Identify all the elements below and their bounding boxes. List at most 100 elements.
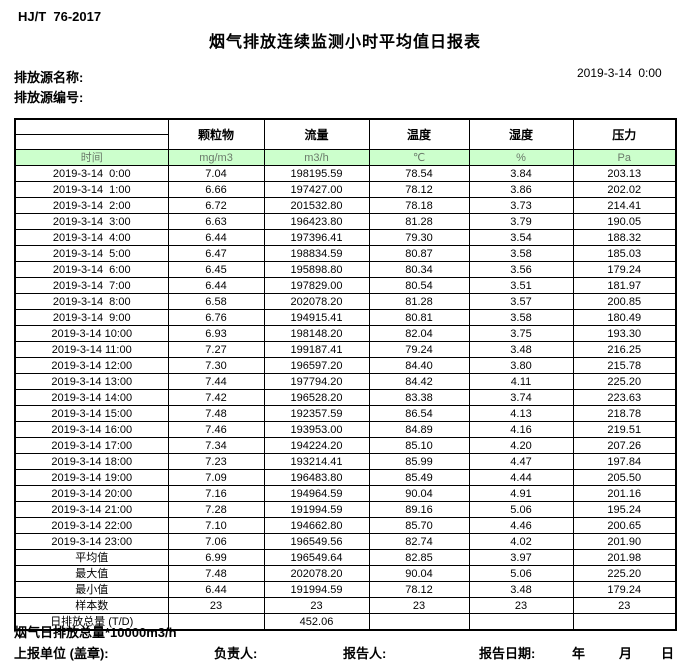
table-row: 2019-3-14 23:00 7.06 196549.56 82.74 4.02 201…	[14, 533, 677, 550]
value-cell: 194224.20	[263, 437, 370, 454]
value-cell: 7.48	[167, 405, 265, 422]
value-cell: 219.51	[572, 421, 677, 438]
value-cell: 3.57	[468, 293, 574, 310]
value-cell: 5.06	[468, 565, 574, 582]
value-cell: 7.44	[167, 373, 265, 390]
table-row: 2019-3-14 22:00 7.10 194662.80 85.70 4.46 200…	[14, 517, 677, 534]
table-row: 2019-3-14 4:00 6.44 197396.41 79.30 3.54 188.…	[14, 229, 677, 246]
value-cell: 80.81	[368, 309, 470, 326]
value-cell: 216.25	[572, 341, 677, 358]
value-cell: 78.18	[368, 197, 470, 214]
value-cell: 193214.41	[263, 453, 370, 470]
value-cell	[572, 613, 677, 631]
time-cell: 2019-3-14 2:00	[14, 197, 169, 214]
value-cell: 181.97	[572, 277, 677, 294]
value-cell: 188.32	[572, 229, 677, 246]
column-header: 流量	[263, 118, 370, 150]
value-cell: 4.44	[468, 469, 574, 486]
value-cell: 215.78	[572, 357, 677, 374]
column-header: 压力	[572, 118, 677, 150]
value-cell: 194662.80	[263, 517, 370, 534]
table-row: 2019-3-14 5:00 6.47 198834.59 80.87 3.58 185.…	[14, 245, 677, 262]
value-cell: 85.49	[368, 469, 470, 486]
value-cell: 90.04	[368, 485, 470, 502]
value-cell: 6.72	[167, 197, 265, 214]
value-cell: 452.06	[263, 613, 370, 631]
value-cell: 3.74	[468, 389, 574, 406]
value-cell: 7.06	[167, 533, 265, 550]
value-cell: 86.54	[368, 405, 470, 422]
value-cell: 194964.59	[263, 485, 370, 502]
table-row: 2019-3-14 7:00 6.44 197829.00 80.54 3.51 181.…	[14, 277, 677, 294]
table-row: 2019-3-14 17:00 7.34 194224.20 85.10 4.20 207…	[14, 437, 677, 454]
source-code-label: 排放源编号:	[14, 90, 84, 105]
time-cell: 2019-3-14 19:00	[14, 469, 169, 486]
value-cell: 7.04	[167, 165, 265, 182]
value-cell: 201532.80	[263, 197, 370, 214]
column-header: 温度	[368, 118, 470, 150]
value-cell: 7.34	[167, 437, 265, 454]
value-cell: 198195.59	[263, 165, 370, 182]
value-cell: 190.05	[572, 213, 677, 230]
value-cell: 7.27	[167, 341, 265, 358]
table-row: 2019-3-14 12:00 7.30 196597.20 84.40 3.80 215…	[14, 357, 677, 374]
report-unit-label: 上报单位 (盖章):	[14, 646, 109, 661]
time-cell: 2019-3-14 5:00	[14, 245, 169, 262]
value-cell: 4.02	[468, 533, 574, 550]
value-cell: 7.23	[167, 453, 265, 470]
report-datetime: 2019-3-14 0:00	[577, 66, 662, 80]
value-cell: 7.42	[167, 389, 265, 406]
time-cell: 2019-3-14 8:00	[14, 293, 169, 310]
year-label: 年	[572, 646, 586, 661]
value-cell: 3.48	[468, 341, 574, 358]
value-cell: 202078.20	[263, 293, 370, 310]
month-label: 月	[619, 646, 633, 661]
value-cell: 3.51	[468, 277, 574, 294]
table-row: 2019-3-14 11:00 7.27 199187.41 79.24 3.48 216…	[14, 341, 677, 358]
value-cell: 4.91	[468, 485, 574, 502]
table-row: 2019-3-14 18:00 7.23 193214.41 85.99 4.47 197…	[14, 453, 677, 470]
value-cell: 6.44	[167, 277, 265, 294]
footnote: 烟气日排放总量*10000m3/h	[14, 625, 177, 640]
value-cell: 196423.80	[263, 213, 370, 230]
time-cell: 2019-3-14 23:00	[14, 533, 169, 550]
value-cell: 6.58	[167, 293, 265, 310]
value-cell: 3.97	[468, 549, 574, 566]
value-cell: 23	[468, 597, 574, 614]
value-cell: 200.85	[572, 293, 677, 310]
value-cell: 6.66	[167, 181, 265, 198]
value-cell: 179.24	[572, 261, 677, 278]
value-cell: 214.41	[572, 197, 677, 214]
value-cell: 201.90	[572, 533, 677, 550]
value-cell: 196528.20	[263, 389, 370, 406]
value-cell: 194915.41	[263, 309, 370, 326]
table-row: 2019-3-14 0:00 7.04 198195.59 78.54 3.84 203.…	[14, 165, 677, 182]
value-cell: 4.16	[468, 421, 574, 438]
value-cell: 6.47	[167, 245, 265, 262]
value-cell: 7.10	[167, 517, 265, 534]
time-cell: 2019-3-14 4:00	[14, 229, 169, 246]
column-header: 颗粒物	[167, 118, 265, 150]
value-cell	[368, 613, 470, 631]
value-cell: 79.24	[368, 341, 470, 358]
table-row: 2019-3-14 20:00 7.16 194964.59 90.04 4.91 201…	[14, 485, 677, 502]
summary-label-cell: 最大值	[14, 565, 169, 582]
time-cell: 2019-3-14 21:00	[14, 501, 169, 518]
table-row: 2019-3-14 21:00 7.28 191994.59 89.16 5.06 195…	[14, 501, 677, 518]
value-cell: 201.98	[572, 549, 677, 566]
value-cell: 81.28	[368, 213, 470, 230]
value-cell: 191994.59	[263, 501, 370, 518]
value-cell: 225.20	[572, 565, 677, 582]
value-cell: 3.54	[468, 229, 574, 246]
value-cell: 84.42	[368, 373, 470, 390]
time-cell: 2019-3-14 1:00	[14, 181, 169, 198]
time-cell: 2019-3-14 0:00	[14, 165, 169, 182]
table-row: 2019-3-14 13:00 7.44 197794.20 84.42 4.11 225…	[14, 373, 677, 390]
value-cell: 196549.56	[263, 533, 370, 550]
value-cell: 180.49	[572, 309, 677, 326]
time-cell: 2019-3-14 20:00	[14, 485, 169, 502]
time-header-cell: 时间	[14, 149, 169, 166]
value-cell: 80.54	[368, 277, 470, 294]
value-cell: 6.44	[167, 229, 265, 246]
